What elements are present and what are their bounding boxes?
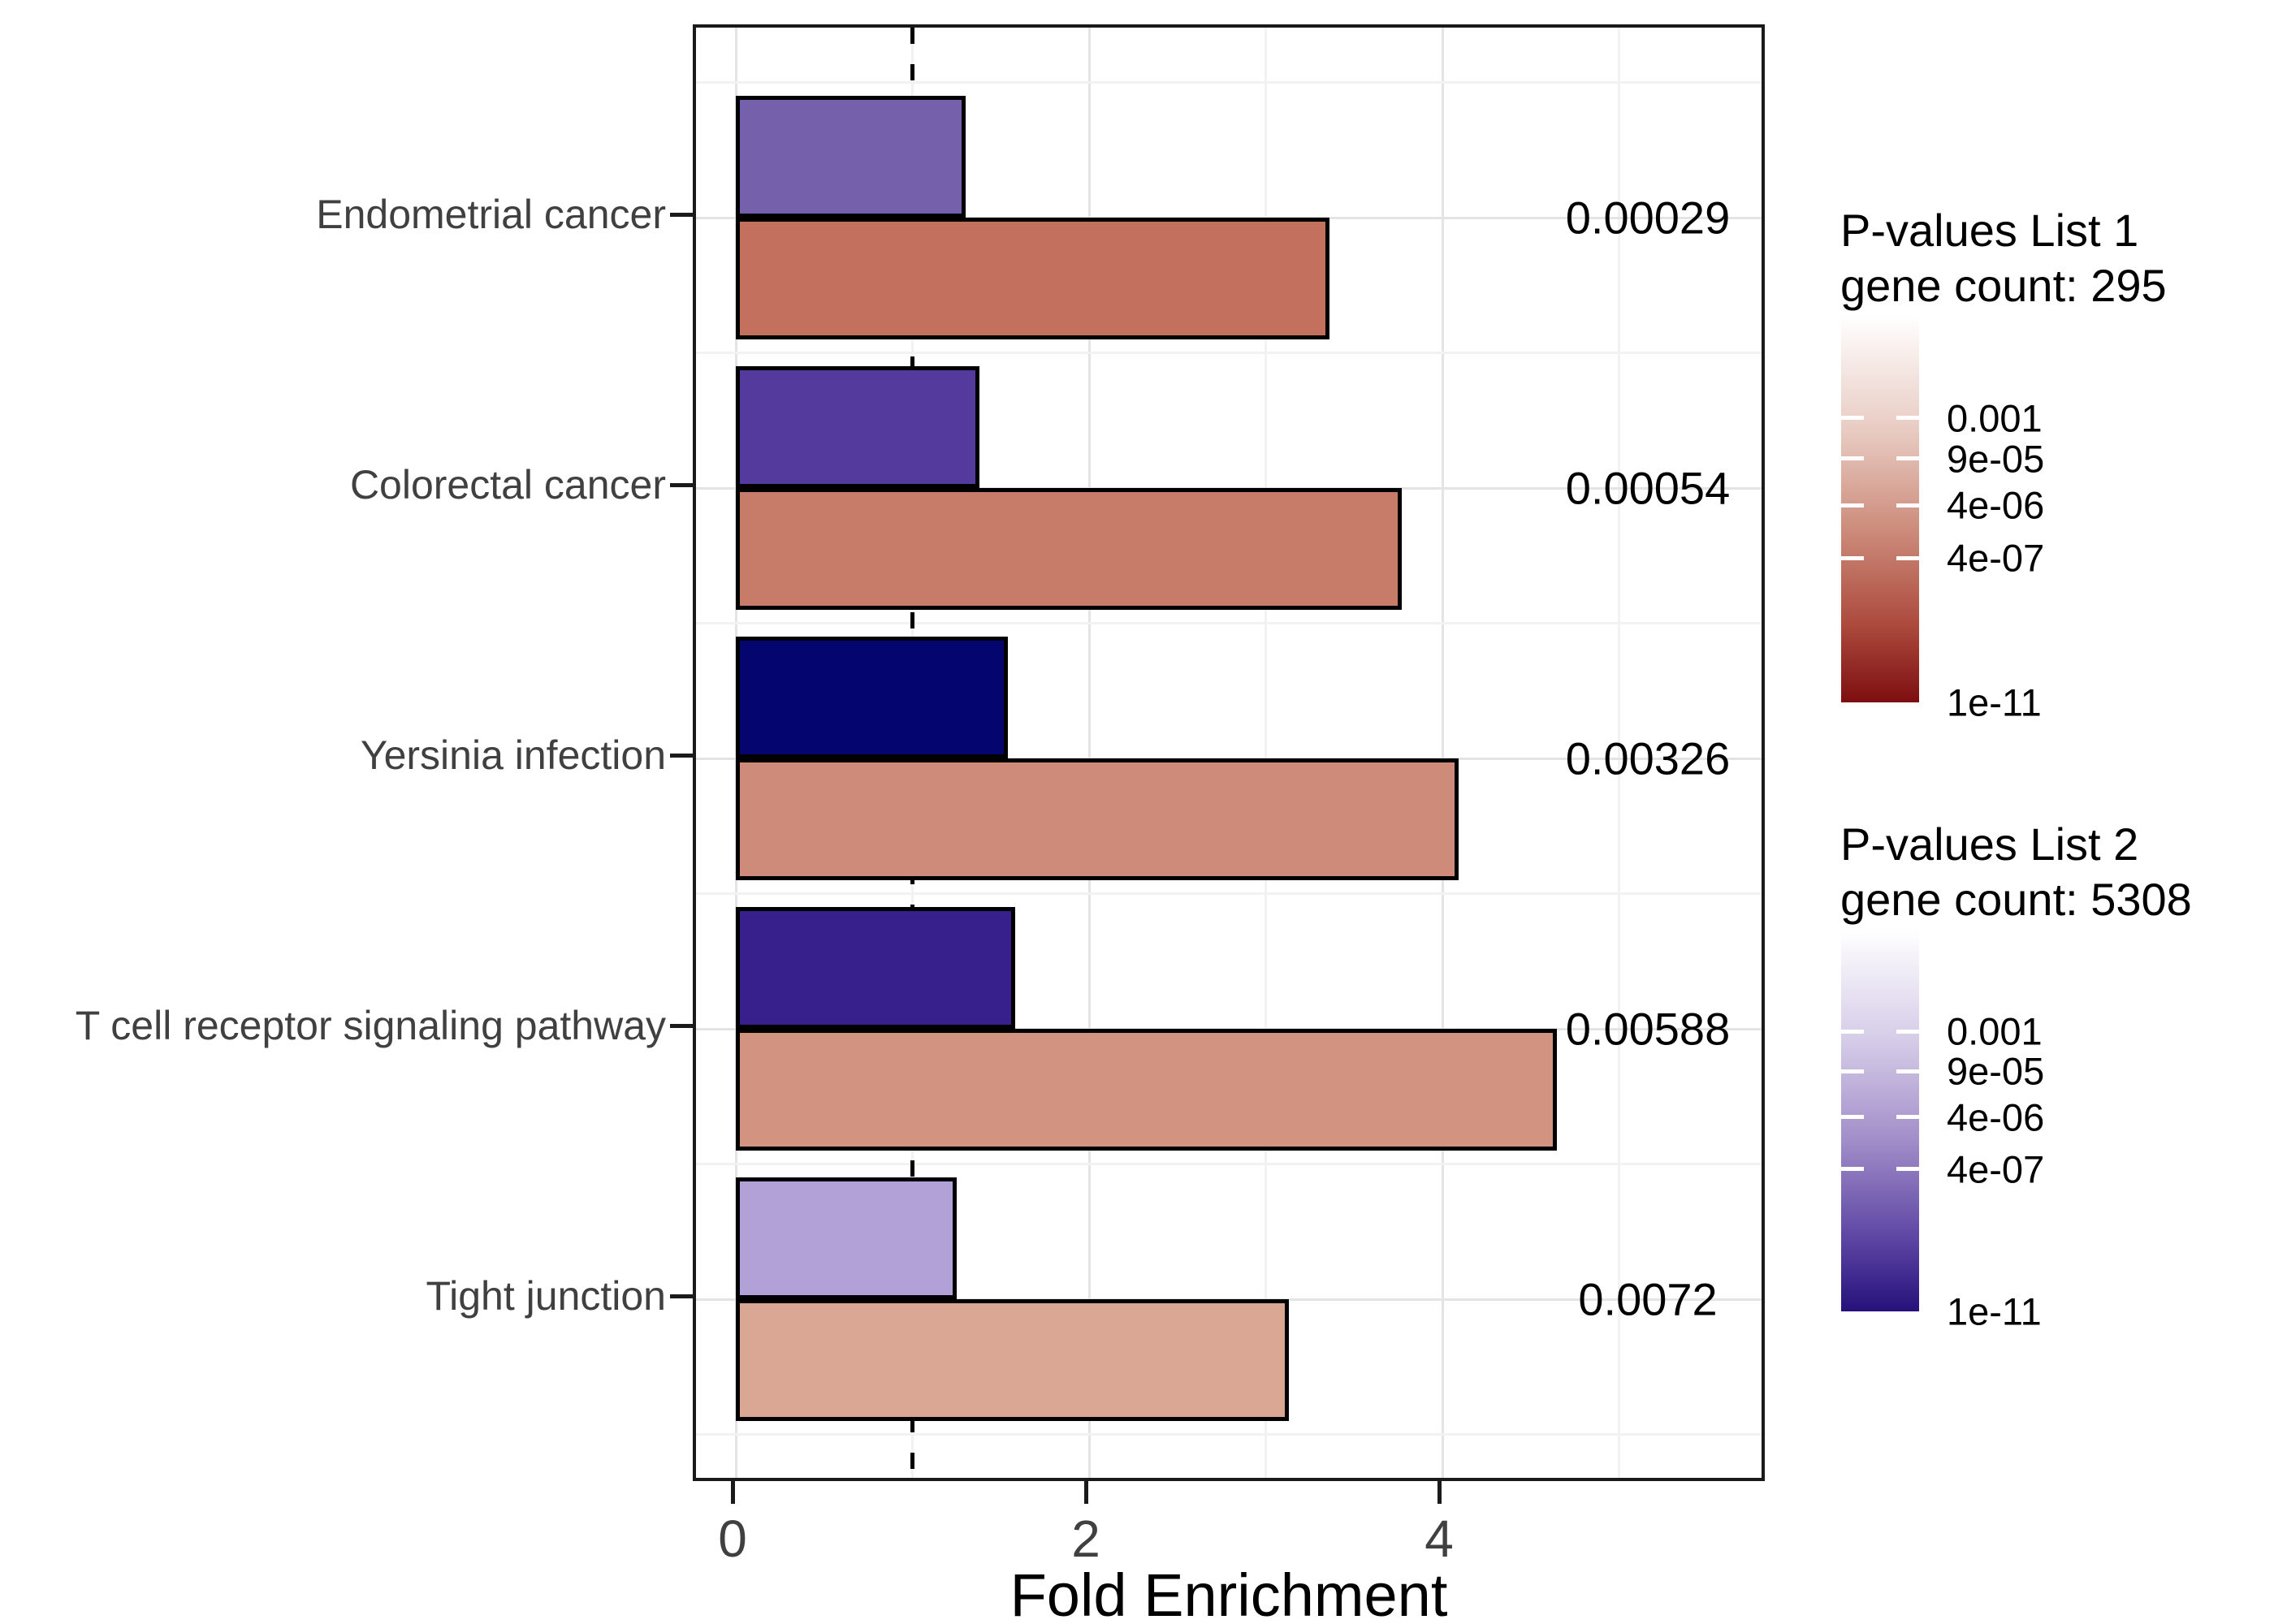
y-tick-endometrial-cancer (670, 212, 693, 217)
legend-2-tick (1841, 1069, 1864, 1073)
gridline-y-minor (696, 892, 1762, 895)
gridline-x-major (1087, 28, 1091, 1478)
x-tick-0 (730, 1481, 735, 1504)
y-tick-tight-junction (670, 1294, 693, 1298)
bar-list1-colorectal-cancer (736, 488, 1402, 610)
legend-2-tick (1896, 1115, 1919, 1120)
y-label-t-cell-receptor-signaling-pathway: T cell receptor signaling pathway (75, 1003, 666, 1048)
legend-1-tick (1841, 503, 1864, 508)
p-value-annotation: 0.0072 (1578, 1273, 1718, 1325)
legend-1-title-line-2: gene count: 295 (1840, 260, 2167, 311)
gridline-x-minor (1265, 28, 1267, 1478)
y-tick-colorectal-cancer (670, 482, 693, 487)
p-value-annotation: 0.00326 (1565, 732, 1731, 784)
legend-2-label-4e-06: 4e-06 (1947, 1095, 2045, 1139)
y-label-endometrial-cancer: Endometrial cancer (316, 192, 666, 237)
x-tick-label-4: 4 (1424, 1510, 1454, 1568)
gridline-y-minor (696, 352, 1762, 354)
legend-2-title-line-1: P-values List 2 (1840, 818, 2139, 870)
bar-list2-endometrial-cancer (736, 96, 966, 218)
gridline-x-minor (1618, 28, 1620, 1478)
gridline-y-minor (696, 622, 1762, 624)
legend-1-label-4e-07: 4e-07 (1947, 536, 2045, 580)
x-tick-2 (1083, 1481, 1088, 1504)
legend-1-tick (1896, 555, 1919, 560)
legend-2-label-9e-05: 9e-05 (1947, 1049, 2045, 1093)
bar-list1-yersinia-infection (736, 758, 1459, 880)
p-value-annotation: 0.00588 (1565, 1003, 1731, 1055)
legend-2-label-4e-07: 4e-07 (1947, 1147, 2045, 1191)
legend-2-tick (1841, 1115, 1864, 1120)
legend-1-colorbar (1841, 315, 1919, 702)
legend-2-tick (1841, 1029, 1864, 1034)
x-tick-label-0: 0 (718, 1510, 747, 1568)
x-tick-label-2: 2 (1071, 1510, 1100, 1568)
x-tick-4 (1437, 1481, 1442, 1504)
legend-1-label-9e-05: 9e-05 (1947, 437, 2045, 481)
legend-1-tick (1896, 416, 1919, 421)
gridline-x-major (1441, 28, 1444, 1478)
legend-1-label-4e-06: 4e-06 (1947, 483, 2045, 527)
legend-2-label-1e-11: 1e-11 (1947, 1289, 2042, 1333)
legend-2-tick (1896, 1167, 1919, 1172)
y-tick-yersinia-infection (670, 753, 693, 758)
legend-1-tick (1841, 456, 1864, 461)
y-label-tight-junction: Tight junction (426, 1273, 666, 1319)
y-label-yersinia-infection: Yersinia infection (360, 732, 666, 778)
y-tick-t-cell-receptor-signaling-pathway (670, 1023, 693, 1028)
gridline-y-minor (696, 1433, 1762, 1436)
p-value-annotation: 0.00054 (1565, 462, 1731, 514)
legend-2-tick (1841, 1167, 1864, 1172)
legend-2-label-0-001: 0.001 (1947, 1009, 2043, 1053)
bar-list2-colorectal-cancer (736, 366, 980, 488)
bar-list2-tight-junction (736, 1177, 957, 1299)
gridline-y-minor (696, 1163, 1762, 1165)
bar-list2-yersinia-infection (736, 637, 1008, 758)
bar-list2-t-cell-receptor-signaling-pathway (736, 907, 1015, 1029)
legend-1-tick (1841, 555, 1864, 560)
legend-1-label-1e-11: 1e-11 (1947, 680, 2042, 724)
legend-2-colorbar (1841, 930, 1919, 1311)
legend-1-tick (1896, 503, 1919, 508)
legend-1-title-line-1: P-values List 1 (1840, 205, 2139, 256)
bar-list1-tight-junction (736, 1299, 1289, 1421)
bar-list1-endometrial-cancer (736, 218, 1329, 339)
y-label-colorectal-cancer: Colorectal cancer (349, 462, 666, 508)
legend-1-tick (1896, 456, 1919, 461)
legend-2-tick (1896, 1029, 1919, 1034)
legend-2-title-line-2: gene count: 5308 (1840, 874, 2192, 925)
gridline-y-minor (696, 81, 1762, 84)
plot-panel: 0.00029 0.00054 0.00326 0.00588 0.0072 (693, 24, 1765, 1481)
legend-2-tick (1896, 1069, 1919, 1073)
p-value-annotation: 0.00029 (1565, 192, 1731, 244)
legend-1-label-0-001: 0.001 (1947, 396, 2043, 440)
x-axis-title: Fold Enrichment (1009, 1561, 1448, 1624)
legend-1-tick (1841, 416, 1864, 421)
bar-list1-t-cell-receptor-signaling-pathway (736, 1029, 1558, 1151)
